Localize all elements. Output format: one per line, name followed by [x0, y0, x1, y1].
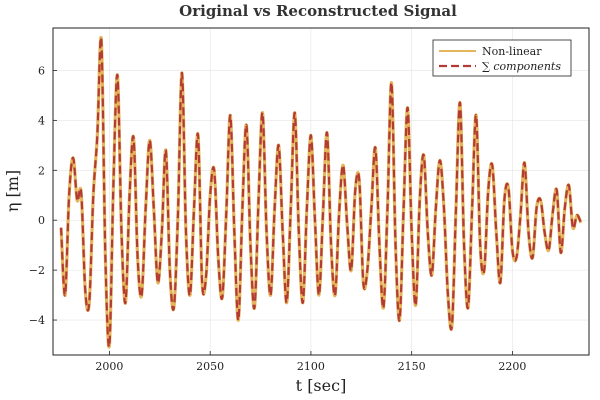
legend: Non-linear ∑ components: [432, 39, 572, 77]
legend-label-sum-components: ∑ components: [482, 60, 561, 73]
legend-box: [432, 39, 572, 77]
series-line-non-linear: [59, 35, 583, 349]
x-axis-label: t [sec]: [296, 376, 347, 395]
series-line-sum-components: [59, 36, 582, 349]
x-tick-label: 2150: [398, 360, 426, 373]
y-tick-label: 2: [38, 164, 45, 177]
chart-title: Original vs Reconstructed Signal: [179, 2, 457, 20]
y-axis-label: η [m]: [3, 170, 22, 212]
x-tick-label: 2100: [297, 360, 325, 373]
y-tick-label: 4: [38, 114, 45, 127]
x-tick-label: 2200: [498, 360, 526, 373]
tick-labels: 2000 2050 2100 2150 2200 −4 −2 0 2 4 6: [29, 64, 527, 373]
y-tick-label: 0: [38, 214, 45, 227]
x-tick-label: 2050: [196, 360, 224, 373]
series-lines: [59, 35, 583, 349]
plot-frame: [52, 27, 590, 356]
y-tick-label: 6: [38, 64, 45, 77]
y-tick-label: −4: [29, 314, 45, 327]
legend-label-non-linear: Non-linear: [482, 45, 542, 58]
y-tick-label: −2: [29, 264, 45, 277]
x-tick-label: 2000: [95, 360, 123, 373]
